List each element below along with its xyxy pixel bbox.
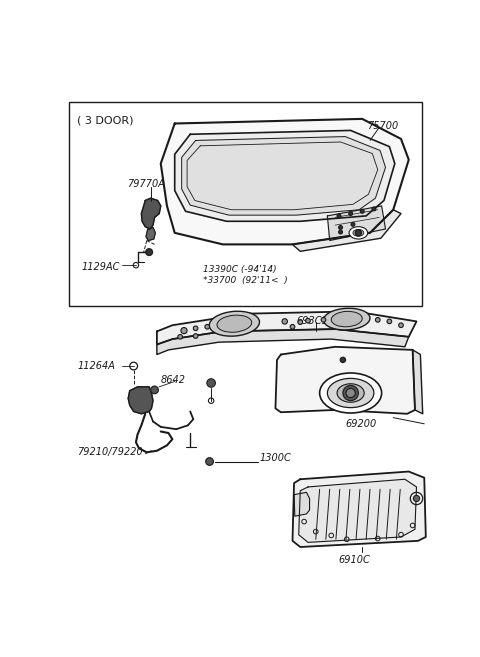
- Circle shape: [193, 326, 198, 330]
- Polygon shape: [413, 350, 423, 414]
- Circle shape: [413, 495, 420, 501]
- Ellipse shape: [324, 308, 370, 330]
- Circle shape: [321, 317, 326, 322]
- Circle shape: [372, 207, 376, 211]
- Polygon shape: [128, 387, 153, 414]
- Circle shape: [360, 210, 364, 214]
- Circle shape: [355, 230, 361, 236]
- Polygon shape: [161, 119, 409, 244]
- Polygon shape: [181, 137, 385, 215]
- Text: 13390C (-94'14): 13390C (-94'14): [204, 265, 277, 274]
- Text: 6910C: 6910C: [338, 555, 371, 565]
- Circle shape: [337, 214, 341, 218]
- Polygon shape: [292, 472, 426, 547]
- Circle shape: [338, 230, 343, 234]
- Text: 79210/79220: 79210/79220: [77, 447, 143, 457]
- Circle shape: [387, 319, 392, 324]
- Polygon shape: [146, 227, 156, 240]
- Circle shape: [178, 334, 182, 339]
- Circle shape: [343, 385, 359, 401]
- Circle shape: [193, 334, 198, 338]
- Text: 69200: 69200: [345, 419, 376, 429]
- Text: 8642: 8642: [161, 375, 186, 385]
- Polygon shape: [175, 131, 395, 221]
- Ellipse shape: [337, 384, 364, 402]
- Text: 693C1: 693C1: [296, 316, 328, 326]
- Circle shape: [375, 317, 380, 322]
- Polygon shape: [142, 198, 161, 229]
- Ellipse shape: [217, 315, 252, 332]
- Text: 79770A: 79770A: [127, 179, 165, 189]
- Circle shape: [145, 248, 153, 256]
- Ellipse shape: [349, 227, 368, 239]
- Circle shape: [399, 323, 403, 328]
- Ellipse shape: [320, 373, 382, 413]
- Text: 75700: 75700: [367, 121, 398, 131]
- Polygon shape: [294, 492, 310, 516]
- Circle shape: [306, 318, 311, 323]
- Text: ( 3 DOOR): ( 3 DOOR): [77, 116, 133, 125]
- Circle shape: [346, 388, 355, 397]
- Circle shape: [282, 319, 288, 324]
- Ellipse shape: [331, 311, 362, 327]
- Circle shape: [290, 325, 295, 329]
- Polygon shape: [292, 210, 401, 252]
- Text: 11264A: 11264A: [77, 361, 115, 371]
- Circle shape: [206, 458, 214, 465]
- Text: *33700  (92'11<  ): *33700 (92'11< ): [204, 276, 288, 285]
- Polygon shape: [299, 479, 417, 543]
- Circle shape: [207, 378, 216, 387]
- Circle shape: [348, 212, 353, 215]
- Circle shape: [340, 357, 346, 363]
- Circle shape: [151, 386, 158, 394]
- Polygon shape: [327, 206, 385, 240]
- Polygon shape: [276, 347, 415, 414]
- Ellipse shape: [209, 311, 260, 336]
- Ellipse shape: [353, 229, 364, 237]
- Circle shape: [351, 223, 355, 226]
- Text: 1129AC: 1129AC: [82, 262, 120, 272]
- Polygon shape: [157, 329, 409, 355]
- Polygon shape: [157, 311, 417, 344]
- Circle shape: [205, 325, 210, 329]
- Circle shape: [181, 328, 187, 334]
- Circle shape: [338, 225, 343, 229]
- Text: 1300C: 1300C: [260, 453, 292, 463]
- Ellipse shape: [327, 378, 374, 407]
- Circle shape: [298, 320, 302, 325]
- Bar: [69, 102, 422, 306]
